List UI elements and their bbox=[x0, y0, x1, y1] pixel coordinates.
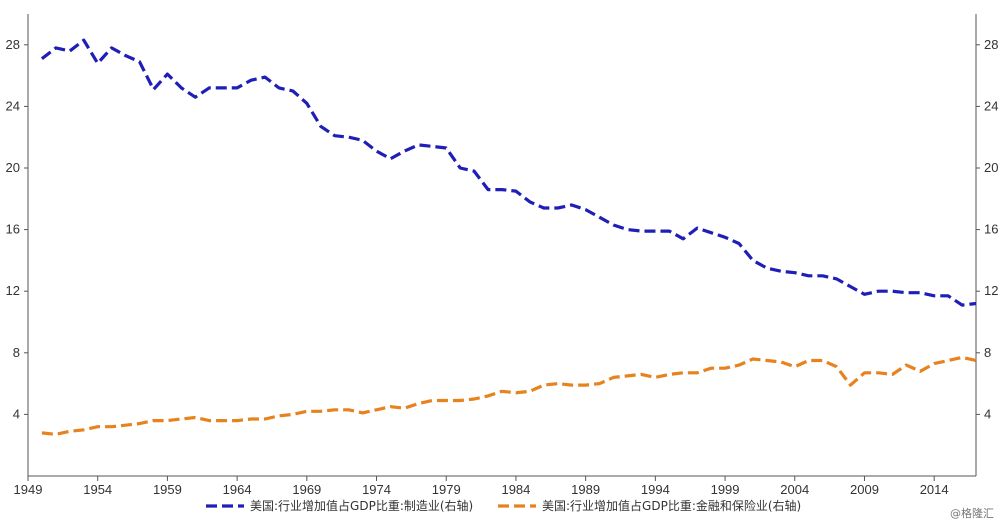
left-y-tick-label: 4 bbox=[13, 406, 20, 421]
x-tick-label: 1994 bbox=[641, 482, 670, 497]
left-y-tick-label: 12 bbox=[6, 283, 20, 298]
right-y-tick-label: 24 bbox=[984, 98, 998, 113]
x-tick-label: 1964 bbox=[223, 482, 252, 497]
x-tick-label: 2004 bbox=[780, 482, 809, 497]
right-y-tick-label: 8 bbox=[984, 345, 991, 360]
x-tick-label: 2009 bbox=[850, 482, 879, 497]
x-tick-label: 1969 bbox=[292, 482, 321, 497]
x-tick-label: 1959 bbox=[153, 482, 182, 497]
legend-label-0: 美国:行业增加值占GDP比重:制造业(右轴) bbox=[250, 498, 473, 513]
left-y-tick-label: 28 bbox=[6, 37, 20, 52]
right-y-tick-label: 4 bbox=[984, 406, 991, 421]
series-line-0 bbox=[40, 38, 977, 307]
series-line-1 bbox=[41, 355, 977, 436]
watermark-text: @格隆汇 bbox=[950, 507, 994, 520]
right-y-tick-label: 28 bbox=[984, 37, 998, 52]
right-y-tick-label: 16 bbox=[984, 222, 998, 237]
right-y-tick-label: 12 bbox=[984, 283, 998, 298]
x-tick-label: 2014 bbox=[920, 482, 949, 497]
x-tick-label: 1949 bbox=[14, 482, 43, 497]
x-tick-label: 1979 bbox=[432, 482, 461, 497]
left-y-tick-label: 16 bbox=[6, 222, 20, 237]
x-tick-label: 1984 bbox=[501, 482, 530, 497]
left-y-tick-label: 8 bbox=[13, 345, 20, 360]
x-tick-label: 1999 bbox=[711, 482, 740, 497]
left-y-tick-label: 20 bbox=[6, 160, 20, 175]
x-tick-label: 1974 bbox=[362, 482, 391, 497]
legend: 美国:行业增加值占GDP比重:制造业(右轴) 美国:行业增加值占GDP比重:金融和… bbox=[206, 498, 801, 513]
axes: 1949 1954 1959 1964 1969 1974 1979 1984 1989 1994… bbox=[6, 14, 998, 497]
x-tick-label: 1954 bbox=[83, 482, 112, 497]
series-layer bbox=[40, 38, 977, 436]
right-y-tick-label: 20 bbox=[984, 160, 998, 175]
legend-label-1: 美国:行业增加值占GDP比重:金融和保险业(右轴) bbox=[542, 498, 801, 513]
left-y-tick-label: 24 bbox=[6, 98, 20, 113]
x-tick-label: 1989 bbox=[571, 482, 600, 497]
